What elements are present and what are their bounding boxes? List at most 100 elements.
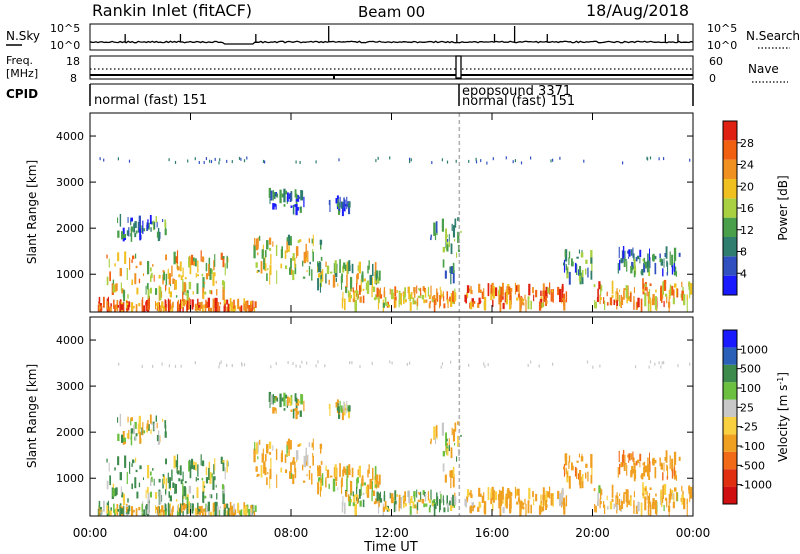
power-cell (106, 254, 108, 259)
velocity-cell (177, 503, 179, 513)
power-cell (600, 297, 602, 301)
velocity-cell (201, 511, 204, 516)
velocity-cell (545, 504, 548, 508)
power-cell (261, 249, 264, 259)
velocity-cell (663, 462, 665, 472)
velocity-cell (171, 509, 173, 516)
velocity-cell (574, 466, 577, 477)
power-cell (138, 302, 141, 307)
velocity-cell (654, 459, 657, 464)
power-cell (616, 288, 618, 294)
power-cell (502, 302, 505, 310)
velocity-cell (221, 484, 224, 490)
velocity-cell (652, 457, 655, 466)
power-cell (374, 262, 377, 276)
velocity-cell (590, 461, 593, 468)
velocity-cell (663, 361, 665, 365)
power-cell (283, 188, 286, 203)
velocity-cell (617, 467, 619, 478)
velocity-cell (530, 360, 532, 364)
velocity-cell (680, 497, 683, 502)
power-cell (195, 272, 197, 278)
velocity-cell (527, 363, 529, 367)
velocity-cell (366, 484, 370, 498)
power-cell (581, 272, 584, 285)
power-cell (571, 258, 573, 267)
power-cell (378, 289, 380, 304)
velocity-cell (647, 457, 649, 471)
power-cell (175, 256, 178, 263)
power-cell (563, 262, 565, 266)
power-cell (203, 281, 206, 284)
power-cell (348, 201, 351, 208)
power-cell (448, 241, 450, 248)
power-cell (145, 285, 147, 295)
power-cell (669, 284, 672, 296)
power-cell (368, 260, 370, 270)
power-cell (644, 292, 647, 307)
power-cell (292, 253, 295, 261)
power-cell (163, 271, 165, 281)
velocity-colorbar-tick-label: -1000 (740, 479, 772, 492)
velocity-cell (263, 462, 265, 474)
power-cell (550, 289, 553, 302)
velocity-cell (186, 496, 189, 505)
power-cell (223, 281, 226, 290)
velocity-cell (332, 478, 336, 492)
power-cell (302, 276, 306, 279)
velocity-cell (410, 496, 413, 503)
noise-sky-line (89, 40, 694, 45)
power-cell (134, 221, 137, 229)
velocity-cell (150, 476, 153, 483)
velocity-cell (257, 473, 260, 477)
velocity-cell (507, 494, 509, 500)
velocity-cell (655, 493, 657, 497)
velocity-cell (276, 397, 279, 402)
power-cell (142, 220, 144, 234)
power-cell (435, 221, 438, 233)
power-cell (240, 157, 242, 161)
velocity-cell (542, 496, 545, 506)
velocity-cell (197, 464, 199, 477)
power-cell (623, 288, 626, 291)
velocity-cell (441, 362, 443, 366)
power-cell (341, 297, 344, 309)
velocity-cell (212, 476, 215, 490)
velocity-cell (128, 429, 130, 440)
velocity-cell (294, 393, 297, 402)
velocity-cell (586, 360, 589, 364)
velocity-cell (606, 495, 608, 501)
velocity-cell (505, 497, 508, 509)
power-cell (475, 157, 477, 161)
velocity-cell (430, 441, 432, 445)
velocity-cell (664, 497, 668, 501)
velocity-cell (138, 415, 141, 430)
power-cell (243, 303, 246, 311)
velocity-cell (514, 486, 517, 499)
power-cell (350, 295, 352, 299)
velocity-cell (393, 500, 396, 513)
velocity-cell (640, 502, 643, 516)
power-cell (275, 204, 277, 210)
power-cell (360, 279, 362, 292)
power-cell (114, 305, 116, 312)
power-cell (128, 301, 131, 308)
velocity-cell (311, 442, 314, 448)
power-cell (191, 299, 194, 310)
velocity-cell (344, 468, 347, 475)
power-cell (348, 292, 351, 303)
power-cell (686, 294, 688, 300)
power-cell (468, 159, 470, 163)
power-cell (183, 282, 186, 293)
power-cell (450, 293, 453, 304)
power-cell (233, 305, 237, 311)
velocity-cell (156, 435, 159, 442)
velocity-cell (562, 501, 565, 505)
velocity-cell (619, 493, 621, 497)
power-cell (330, 271, 333, 274)
power-cell (383, 287, 386, 297)
noise-right-tick-top: 10^5 (707, 22, 737, 35)
power-cell (139, 261, 142, 266)
velocity-colorbar-swatch (723, 364, 737, 383)
power-cell (492, 299, 494, 307)
